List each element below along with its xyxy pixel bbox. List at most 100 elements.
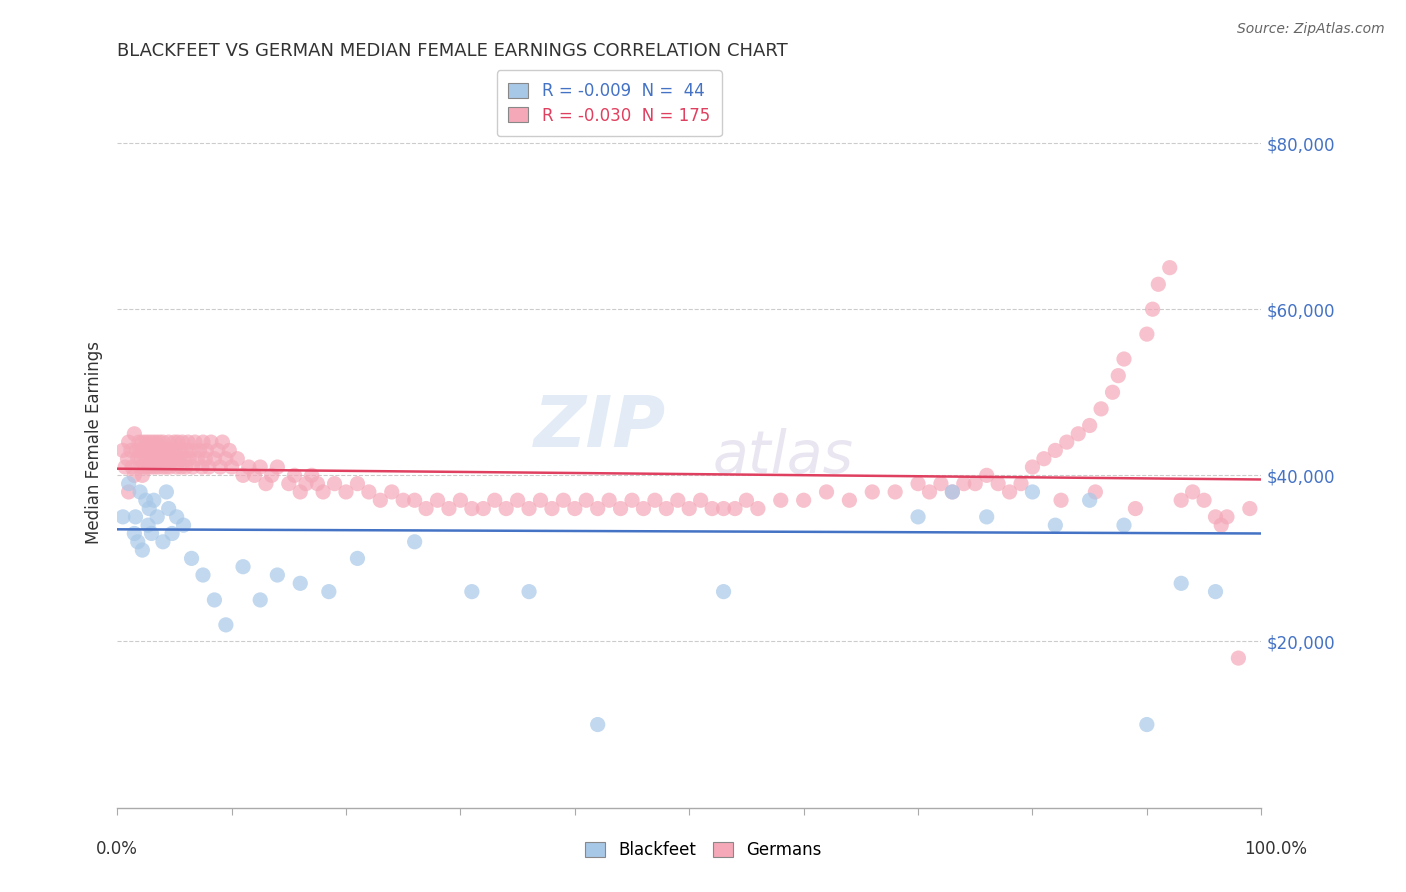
Point [266,460,288,475]
Point [1090,401,1112,416]
Point [141,526,163,541]
Point [437,501,460,516]
Point [141,460,163,475]
Point [215,451,238,466]
Point [290,576,312,591]
Point [633,501,655,516]
Point [135,493,157,508]
Point [1205,584,1227,599]
Text: ZIP: ZIP [534,393,666,462]
Point [129,443,152,458]
Point [249,593,271,607]
Point [143,443,166,458]
Text: 0.0%: 0.0% [96,840,138,858]
Point [724,501,747,516]
Point [987,476,1010,491]
Point [131,435,153,450]
Point [124,509,146,524]
Point [1021,485,1043,500]
Point [141,443,163,458]
Point [357,485,380,500]
Point [134,460,156,475]
Point [184,435,207,450]
Point [541,501,564,516]
Point [127,451,149,466]
Point [167,451,190,466]
Point [135,451,157,466]
Point [232,559,254,574]
Point [884,485,907,500]
Point [124,426,146,441]
Point [301,468,323,483]
Point [169,443,191,458]
Point [117,476,139,491]
Point [506,493,529,508]
Point [461,501,484,516]
Point [1056,435,1078,450]
Point [129,451,152,466]
Point [260,468,283,483]
Point [1084,485,1107,500]
Legend: Blackfeet, Germans: Blackfeet, Germans [578,835,828,866]
Point [929,476,952,491]
Point [142,493,165,508]
Point [1239,501,1261,516]
Point [472,501,495,516]
Point [689,493,711,508]
Point [160,443,183,458]
Point [165,443,187,458]
Point [146,451,169,466]
Point [1181,485,1204,500]
Point [254,476,277,491]
Text: BLACKFEET VS GERMAN MEDIAN FEMALE EARNINGS CORRELATION CHART: BLACKFEET VS GERMAN MEDIAN FEMALE EARNIN… [117,42,787,60]
Point [142,451,165,466]
Point [243,468,266,483]
Text: Source: ZipAtlas.com: Source: ZipAtlas.com [1237,22,1385,37]
Point [132,443,155,458]
Point [117,485,139,500]
Point [941,485,963,500]
Point [838,493,860,508]
Point [204,451,226,466]
Point [200,435,222,450]
Point [124,526,146,541]
Point [146,509,169,524]
Point [160,451,183,466]
Point [232,468,254,483]
Point [952,476,974,491]
Point [160,526,183,541]
Point [138,435,160,450]
Point [114,460,136,475]
Point [998,485,1021,500]
Point [1112,518,1135,533]
Point [186,451,208,466]
Point [181,460,204,475]
Point [131,543,153,558]
Point [111,509,134,524]
Point [575,493,598,508]
Point [735,493,758,508]
Point [644,493,666,508]
Point [136,460,159,475]
Point [747,501,769,516]
Point [221,460,243,475]
Point [111,443,134,458]
Point [404,493,426,508]
Point [1045,443,1067,458]
Point [124,468,146,483]
Point [191,435,214,450]
Point [143,460,166,475]
Point [194,451,217,466]
Point [159,460,181,475]
Point [713,584,735,599]
Point [586,501,609,516]
Point [129,460,152,475]
Point [157,501,180,516]
Point [426,493,449,508]
Point [295,476,318,491]
Point [609,501,631,516]
Point [179,451,201,466]
Point [180,551,202,566]
Point [139,451,162,466]
Point [1107,368,1129,383]
